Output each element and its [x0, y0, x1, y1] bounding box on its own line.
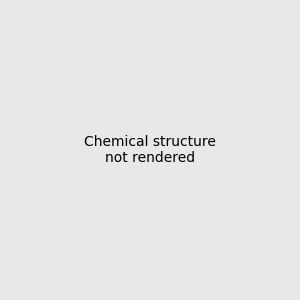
- Text: Chemical structure
not rendered: Chemical structure not rendered: [84, 135, 216, 165]
